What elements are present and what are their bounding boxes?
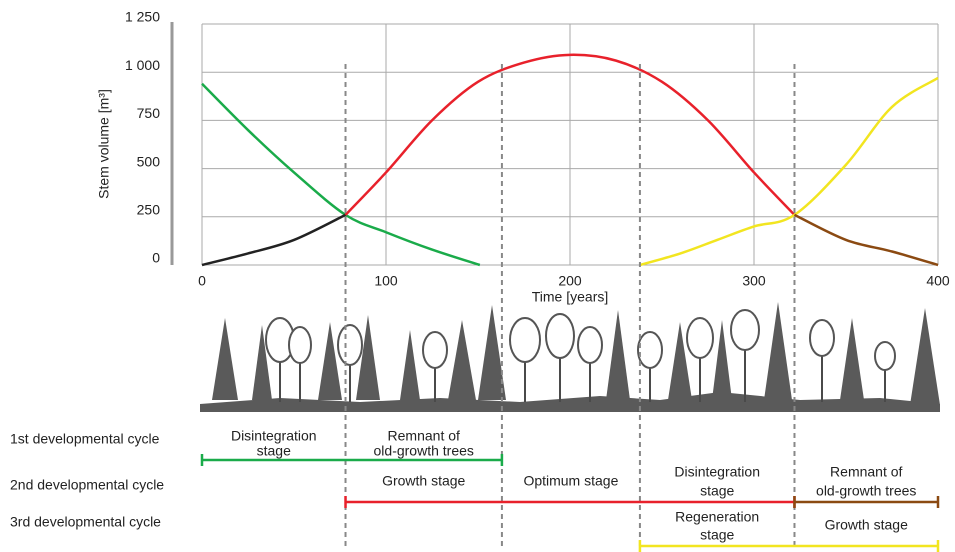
x-tick-label: 400 bbox=[926, 273, 950, 289]
stage-label: Growth stage bbox=[825, 517, 908, 533]
cycle-label: 1st developmental cycle bbox=[10, 431, 160, 447]
y-tick-label: 1 250 bbox=[125, 9, 160, 25]
conifers bbox=[212, 302, 940, 405]
cycle-label: 3rd developmental cycle bbox=[10, 514, 161, 530]
stage-label: Remnant of bbox=[388, 428, 460, 444]
stage-label: Growth stage bbox=[382, 473, 465, 489]
stage-label: Disintegration bbox=[231, 428, 317, 444]
y-tick-label: 1 000 bbox=[125, 57, 160, 73]
x-tick-label: 0 bbox=[198, 273, 206, 289]
stage-label: stage bbox=[700, 483, 734, 499]
series-line bbox=[344, 53, 796, 216]
deciduous-trees bbox=[265, 309, 896, 402]
x-tick-label: 200 bbox=[558, 273, 582, 289]
x-tick-label: 300 bbox=[742, 273, 766, 289]
y-axis-title: Stem volume [m³] bbox=[96, 89, 112, 199]
stage-label: old-growth trees bbox=[816, 483, 916, 499]
stage-label: old-growth trees bbox=[374, 443, 474, 459]
x-tick-label: 100 bbox=[374, 273, 398, 289]
y-tick-label: 0 bbox=[152, 250, 160, 266]
stage-label: Disintegration bbox=[674, 464, 760, 480]
stage-label: stage bbox=[257, 443, 291, 459]
stage-label: stage bbox=[700, 527, 734, 543]
series-line bbox=[201, 82, 481, 267]
stage-label: Regeneration bbox=[675, 509, 759, 525]
y-tick-label: 750 bbox=[137, 105, 161, 121]
series-line bbox=[639, 76, 939, 267]
x-axis-title: Time [years] bbox=[532, 289, 609, 305]
stage-label: Optimum stage bbox=[523, 473, 618, 489]
stage-label: Remnant of bbox=[830, 464, 902, 480]
y-tick-label: 500 bbox=[137, 153, 161, 169]
cycle-label: 2nd developmental cycle bbox=[10, 477, 164, 493]
y-tick-label: 250 bbox=[137, 202, 161, 218]
series-line bbox=[201, 213, 347, 267]
forest-illustration bbox=[200, 302, 940, 412]
series-line bbox=[793, 213, 939, 267]
